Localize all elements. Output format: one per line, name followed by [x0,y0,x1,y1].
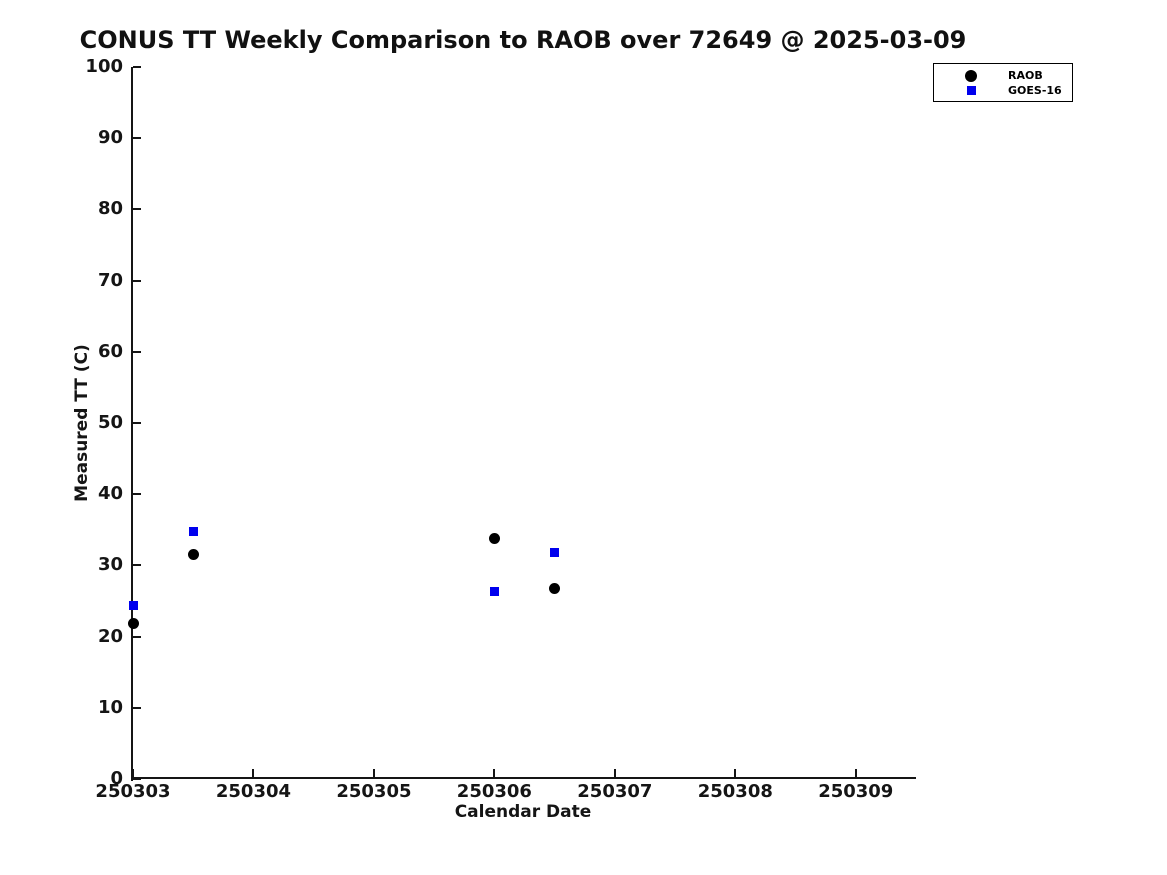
x-tick-mark [372,769,375,777]
y-tick-mark [133,493,141,496]
x-tick-label: 250309 [818,781,894,802]
legend-marker-box [934,69,1008,82]
chart-title: CONUS TT Weekly Comparison to RAOB over … [79,26,967,54]
data-point-raob [187,548,199,560]
y-tick-mark [133,422,141,424]
y-tick-mark [133,635,141,638]
data-point-goes-16 [489,587,499,597]
y-tick-label: 40 [97,483,123,505]
x-tick-mark [493,769,496,777]
y-tick-label: 20 [97,625,123,647]
x-tick-mark [734,769,737,777]
goes-16-square-icon [966,86,976,95]
x-tick-mark [854,769,857,777]
y-tick-label: 30 [97,554,123,576]
data-point-goes-16 [128,600,138,610]
x-tick-label: 250308 [697,781,773,802]
legend-item-goes-16: GOES-16 [934,83,1072,98]
x-tick-label: 250305 [336,781,412,802]
data-point-raob [127,617,139,629]
y-tick-mark [133,778,141,780]
data-point-goes-16 [188,527,198,537]
x-tick-label: 250306 [456,781,532,802]
y-tick-mark [133,350,141,353]
y-axis-title: Measured TT (C) [72,344,92,502]
y-axis-line [131,67,133,781]
legend-label-raob: RAOB [1008,69,1043,82]
y-tick-label: 80 [97,198,123,220]
y-tick-label: 60 [97,340,123,362]
y-tick-mark [133,208,141,211]
x-tick-mark [132,769,134,777]
y-tick-mark [133,137,141,140]
plot-area: 250303 250304 250305 250306 250307 250308 2503… [85,57,916,802]
y-tick-mark [133,706,141,709]
x-tick-label: 250304 [215,781,292,802]
x-tick-mark [252,769,255,777]
x-tick-mark [613,769,616,777]
y-tick-mark [133,279,141,282]
x-tick-label: 250307 [577,781,653,802]
legend-label-goes-16: GOES-16 [1008,84,1062,97]
data-point-goes-16 [550,548,560,558]
x-axis-line [131,777,916,779]
y-tick-mark [133,66,141,68]
y-tick-mark [133,564,141,567]
x-tick-label: 250303 [95,781,171,802]
y-tick-label: 100 [85,56,123,77]
y-tick-label: 10 [97,696,123,718]
y-tick-label: 90 [97,127,123,149]
legend-marker-box [934,86,1008,95]
legend-item-raob: RAOB [934,68,1072,83]
raob-circle-icon [965,69,977,82]
y-tick-label: 50 [97,412,123,433]
legend: RAOB GOES-16 [933,63,1073,102]
data-point-raob [549,583,561,595]
x-axis-title: Calendar Date [454,802,592,822]
data-point-raob [488,532,500,544]
y-tick-label: 70 [97,269,123,291]
y-tick-label: 0 [110,768,123,789]
